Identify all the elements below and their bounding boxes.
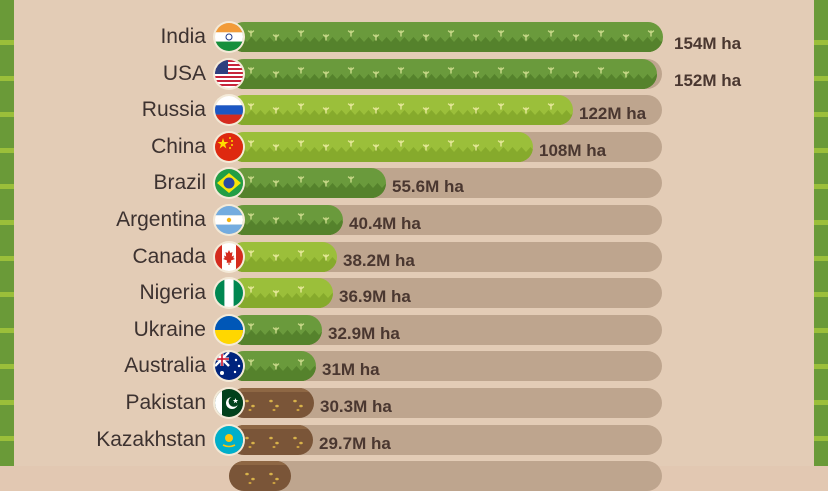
- bar: [229, 131, 533, 162]
- category-label: USA: [162, 61, 206, 85]
- china-flag-icon: [215, 132, 243, 161]
- india-flag-icon: [215, 23, 243, 51]
- brazil-flag-icon: [215, 169, 243, 198]
- value-label: 38.2M ha: [343, 250, 415, 270]
- value-label: 55.6M ha: [392, 177, 464, 197]
- bar: [229, 278, 333, 309]
- value-label: 40.4M ha: [349, 214, 421, 233]
- australia-flag-icon: [215, 352, 243, 381]
- category-label: Australia: [124, 354, 206, 378]
- left-grass-border: [0, 0, 14, 466]
- category-label: Argentina: [116, 208, 206, 231]
- category-label: Brazil: [153, 171, 206, 195]
- right-grass-border: [814, 0, 828, 466]
- ukraine-flag-icon: [215, 315, 243, 344]
- value-label: 29.7M ha: [319, 433, 391, 453]
- bar: [229, 388, 314, 418]
- category-label: India: [160, 25, 206, 48]
- value-label: 154M ha: [674, 34, 742, 53]
- category-label: Russia: [141, 98, 206, 122]
- bar: [229, 168, 386, 199]
- value-label: 122M ha: [579, 104, 647, 124]
- category-label: Nigeria: [139, 281, 206, 305]
- bar: [229, 58, 657, 89]
- kazakhstan-flag-icon: [215, 425, 243, 454]
- bar: [229, 95, 573, 126]
- bar: [229, 314, 322, 345]
- bar: [229, 205, 343, 235]
- bar: [229, 351, 316, 382]
- category-label: Pakistan: [125, 391, 206, 414]
- value-label: 32.9M ha: [328, 323, 400, 343]
- usa-flag-icon: [215, 59, 243, 88]
- value-label: 36.9M ha: [339, 287, 411, 307]
- value-label: 30.3M ha: [320, 397, 392, 416]
- bar: [229, 22, 663, 52]
- bar: [229, 424, 313, 455]
- canada-flag-icon: [215, 242, 243, 271]
- value-label: 31M ha: [322, 360, 380, 380]
- category-label: Kazakhstan: [96, 427, 206, 451]
- bar: [229, 241, 337, 272]
- category-label: China: [151, 134, 206, 158]
- russia-flag-icon: [215, 96, 243, 125]
- argentina-flag-icon: [215, 206, 243, 234]
- nigeria-flag-icon: [215, 279, 243, 308]
- category-label: Canada: [132, 244, 206, 268]
- category-label: Ukraine: [133, 317, 206, 341]
- value-label: 152M ha: [674, 70, 742, 90]
- pakistan-flag-icon: [215, 389, 243, 417]
- value-label: 108M ha: [539, 140, 607, 160]
